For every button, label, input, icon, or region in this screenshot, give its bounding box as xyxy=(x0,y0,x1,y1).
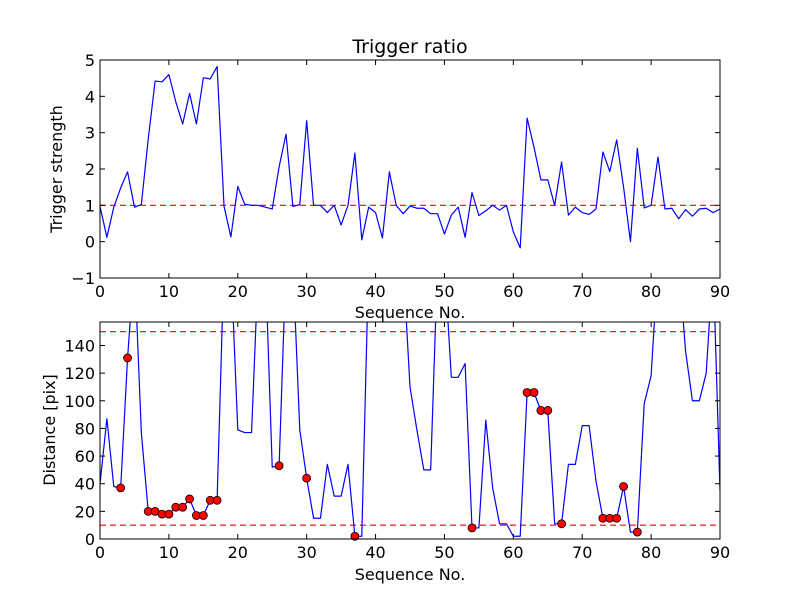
bottom-xtick-label: 20 xyxy=(228,543,248,562)
bottom-axis-ticks: 0 10 20 30 40 50 60 70 80 90 0 20 40 60 80 100 120 140 xyxy=(64,322,730,562)
top-xtick-label: 60 xyxy=(503,282,523,301)
bottom-marker-point xyxy=(212,495,222,505)
bottom-marker-point xyxy=(350,531,360,541)
top-xtick-label: 30 xyxy=(296,282,316,301)
bottom-chart: Distance [pix] Sequence No. 0 10 20 30 40 50 6… xyxy=(40,321,730,584)
bottom-marker-point xyxy=(198,511,208,520)
bottom-xtick-label: 90 xyxy=(710,543,730,562)
top-ytick-label: 1 xyxy=(85,196,95,215)
top-plot-frame xyxy=(99,59,721,279)
bottom-marker-point xyxy=(123,353,132,363)
top-xtick-label: 0 xyxy=(95,282,105,301)
bottom-xtick-label: 80 xyxy=(641,543,661,562)
bottom-ytick-label: 0 xyxy=(85,530,95,549)
top-xtick-label: 20 xyxy=(228,282,248,301)
top-ytick-label: 3 xyxy=(85,124,95,143)
top-xtick-label: 70 xyxy=(572,282,592,301)
bottom-ytick-label: 20 xyxy=(75,502,95,521)
bottom-ytick-label: 40 xyxy=(75,475,95,494)
top-ytick-label: 2 xyxy=(85,160,95,179)
bottom-marker-point xyxy=(612,513,622,523)
bottom-chart-ylabel: Distance [pix] xyxy=(40,374,59,486)
bottom-marker-point xyxy=(529,388,539,397)
top-series-line xyxy=(100,65,720,249)
bottom-xtick-label: 30 xyxy=(296,543,316,562)
top-xtick-label: 10 xyxy=(159,282,179,301)
top-xtick-label: 80 xyxy=(641,282,661,301)
top-ytick-label: 0 xyxy=(85,233,95,252)
bottom-xtick-label: 10 xyxy=(159,543,179,562)
top-chart-title: Trigger ratio xyxy=(351,36,467,58)
top-xtick-label: 90 xyxy=(710,282,730,301)
top-xtick-label: 40 xyxy=(365,282,385,301)
bottom-marker-point xyxy=(116,483,126,493)
bottom-ytick-label: 80 xyxy=(75,419,95,438)
bottom-marker-point xyxy=(185,494,194,504)
top-chart-xlabel: Sequence No. xyxy=(355,303,466,322)
bottom-markers xyxy=(116,353,642,541)
bottom-marker-point xyxy=(619,482,628,491)
bottom-xtick-label: 40 xyxy=(365,543,385,562)
bottom-xtick-label: 0 xyxy=(95,543,105,562)
bottom-marker-point xyxy=(467,523,477,533)
bottom-marker-point xyxy=(302,473,312,483)
top-plot-area xyxy=(100,65,720,249)
bottom-marker-point xyxy=(178,502,188,512)
bottom-xtick-label: 70 xyxy=(572,543,592,562)
top-ytick-label: 5 xyxy=(85,51,95,70)
top-chart-ylabel: Trigger strength xyxy=(47,105,66,234)
bottom-marker-point xyxy=(164,509,174,519)
bottom-marker-point xyxy=(543,406,553,415)
bottom-plot-frame xyxy=(99,321,721,540)
bottom-chart-xlabel: Sequence No. xyxy=(355,565,466,584)
bottom-ytick-label: 100 xyxy=(64,392,95,411)
bottom-marker-point xyxy=(632,527,642,537)
top-xtick-label: 50 xyxy=(434,282,454,301)
bottom-xtick-label: 60 xyxy=(503,543,523,562)
bottom-marker-point xyxy=(557,519,566,529)
top-chart: Trigger ratio Trigger strength Sequence … xyxy=(47,36,730,322)
top-ytick-label: −1 xyxy=(71,269,95,288)
top-ytick-label: 4 xyxy=(85,87,95,106)
bottom-marker-point xyxy=(274,461,284,471)
bottom-xtick-label: 50 xyxy=(434,543,454,562)
bottom-ytick-label: 120 xyxy=(64,364,95,383)
bottom-ytick-label: 140 xyxy=(64,336,95,355)
bottom-ytick-label: 60 xyxy=(75,447,95,466)
